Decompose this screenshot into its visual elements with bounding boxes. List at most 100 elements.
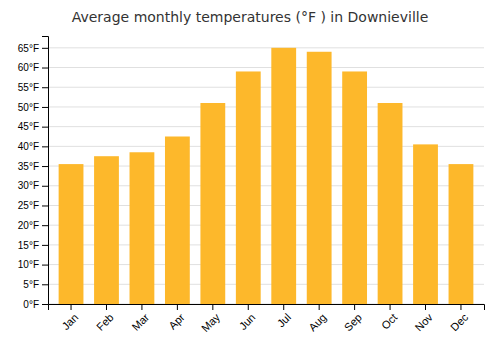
y-tick: 45°F [18, 121, 48, 132]
y-tick-mark [42, 205, 48, 206]
x-tick-mark [460, 304, 461, 310]
x-tick: Apr [166, 304, 187, 332]
y-axis: 0°F 5°F 10°F 15°F 20°F 25°F 30°F 35°F 40°F 45°F 50… [18, 37, 49, 310]
grid-line [48, 106, 484, 107]
x-tick: Oct [379, 304, 400, 332]
bar [378, 103, 403, 304]
bar [342, 71, 367, 304]
y-tick-mark [42, 107, 48, 108]
bar [236, 71, 261, 304]
title: Average monthly temperatures (°F ) in Do… [72, 9, 429, 25]
x-tick-mark [212, 304, 213, 310]
x-tick-label: Jul [275, 311, 293, 329]
y-tick-mark [42, 68, 48, 69]
grid-line [48, 67, 484, 68]
y-tick-mark [42, 304, 48, 305]
y-tick-label: 15°F [18, 240, 39, 251]
plot: Jan Feb Mar Apr May Jun Jul Aug Sep Oct Nov Dec 0°F 5… [18, 37, 485, 335]
y-axis-line [42, 37, 49, 305]
x-tick-mark [425, 304, 426, 310]
bar [449, 164, 474, 304]
grid-line [48, 47, 484, 48]
y-tick-label: 0°F [23, 299, 39, 310]
y-tick: 20°F [18, 220, 48, 231]
y-tick: 30°F [18, 180, 48, 191]
y-tick-mark [42, 146, 48, 147]
y-tick: 40°F [18, 141, 48, 152]
x-tick-label: Mar [129, 311, 151, 333]
y-tick: 60°F [18, 62, 48, 73]
x-tick-mark [283, 304, 284, 310]
bar [271, 48, 296, 304]
x-tick: Jun [237, 304, 258, 332]
y-tick: 35°F [18, 161, 48, 172]
y-tick-mark [42, 127, 48, 128]
x-tick: Feb [94, 304, 116, 333]
x-tick-label: Oct [379, 311, 400, 332]
y-tick-label: 50°F [18, 102, 39, 113]
chart: Average monthly temperatures (°F ) in Do… [0, 0, 500, 350]
y-tick-label: 10°F [18, 259, 39, 270]
y-tick-label: 60°F [18, 62, 39, 73]
y-tick: 15°F [18, 240, 48, 251]
x-tick: Aug [306, 304, 328, 333]
y-tick-label: 55°F [18, 82, 39, 93]
x-tick-mark [354, 304, 355, 310]
bar [413, 144, 438, 304]
x-tick-label: Apr [166, 311, 187, 332]
x-tick: Dec [448, 304, 471, 333]
grid-line [48, 126, 484, 127]
x-tick-mark [390, 304, 391, 310]
bars [59, 48, 474, 304]
y-tick-label: 20°F [18, 220, 39, 231]
y-tick-label: 35°F [18, 161, 39, 172]
x-tick-mark [141, 304, 142, 310]
grid [48, 48, 484, 304]
bar [59, 164, 84, 304]
x-tick-label: Sep [342, 311, 364, 333]
y-tick: 25°F [18, 200, 48, 211]
bar [200, 103, 225, 304]
x-tick: Mar [129, 304, 151, 333]
y-tick-label: 45°F [18, 121, 39, 132]
bar [165, 137, 190, 305]
y-tick-mark [42, 166, 48, 167]
x-tick: May [199, 304, 223, 334]
x-tick-label: Dec [448, 311, 471, 334]
y-tick-mark [42, 245, 48, 246]
y-tick-label: 5°F [23, 279, 39, 290]
x-axis-line [49, 305, 485, 311]
bar [94, 156, 119, 304]
y-tick: 0°F [23, 299, 48, 310]
x-tick-mark [71, 304, 72, 310]
x-axis: Jan Feb Mar Apr May Jun Jul Aug Sep Oct Nov Dec [49, 304, 485, 334]
y-tick-mark [42, 284, 48, 285]
y-tick: 55°F [18, 82, 48, 93]
y-tick: 50°F [18, 102, 48, 113]
y-tick-mark [42, 48, 48, 49]
y-tick-mark [42, 87, 48, 88]
y-tick-label: 65°F [18, 43, 39, 54]
y-tick-label: 25°F [18, 200, 39, 211]
y-tick: 65°F [18, 43, 48, 54]
x-tick-mark [106, 304, 107, 310]
y-tick-mark [42, 225, 48, 226]
x-tick-mark [177, 304, 178, 310]
x-tick: Nov [413, 304, 436, 333]
y-tick: 5°F [23, 279, 48, 290]
x-tick: Jul [275, 304, 293, 330]
y-tick-mark [42, 186, 48, 187]
y-tick-mark [42, 265, 48, 266]
x-tick-label: Feb [94, 311, 116, 333]
x-tick: Jan [59, 304, 80, 332]
bar [130, 152, 155, 304]
x-tick-mark [248, 304, 249, 310]
x-tick-label: Jun [237, 311, 258, 332]
y-tick-label: 30°F [18, 180, 39, 191]
bar [307, 52, 332, 304]
x-tick-label: Jan [59, 311, 80, 332]
x-tick-label: Aug [306, 311, 328, 333]
x-tick-label: May [199, 311, 223, 335]
grid-line [48, 87, 484, 88]
x-tick: Sep [342, 304, 364, 333]
